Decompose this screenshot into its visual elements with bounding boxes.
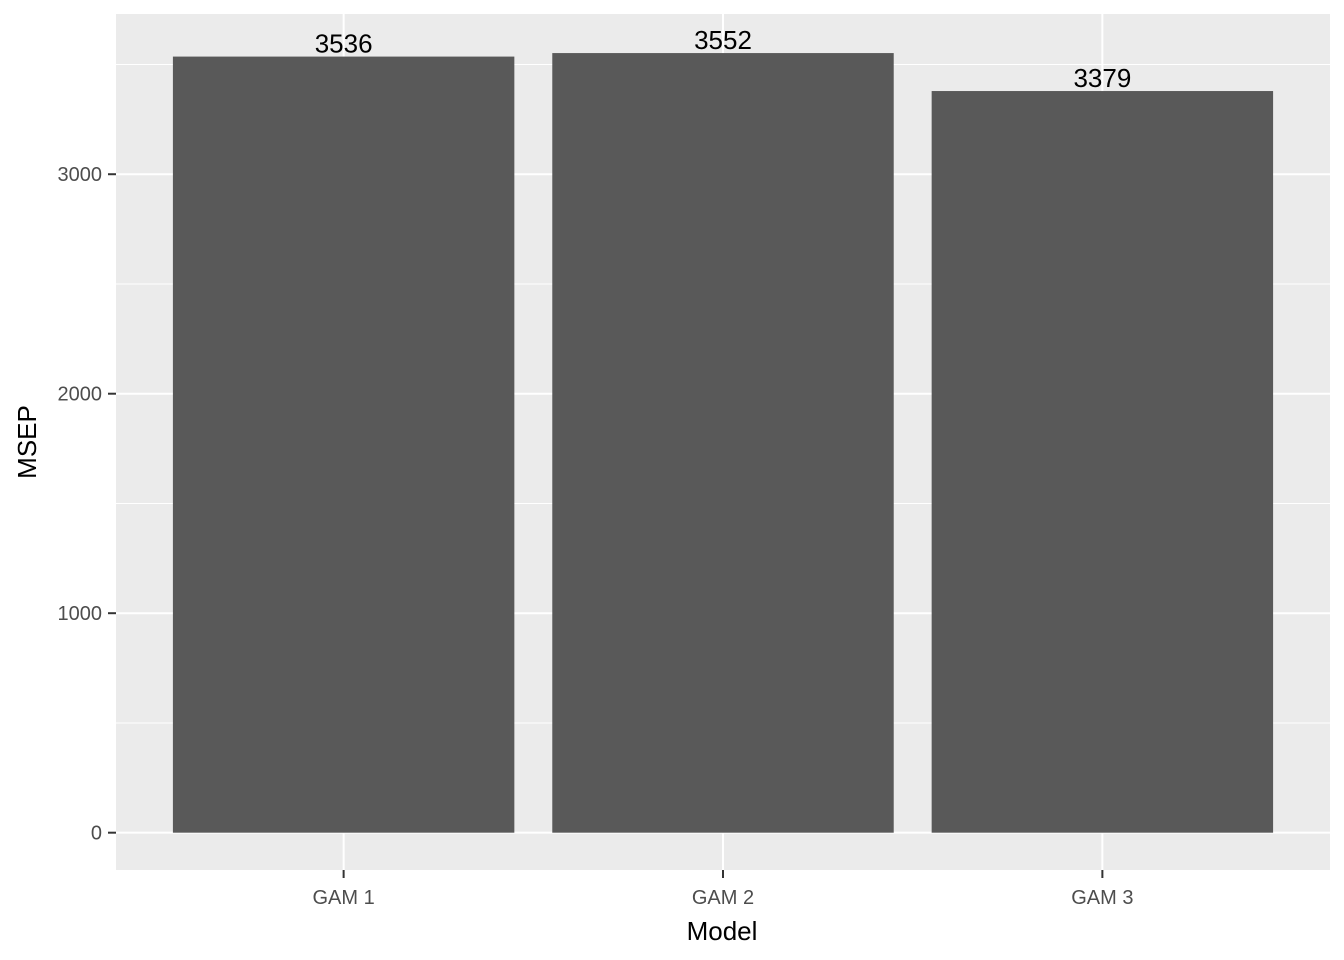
x-tick-label: GAM 2 <box>692 887 754 909</box>
x-axis: GAM 1 GAM 2 GAM 3 <box>313 870 1134 909</box>
x-tick-label: GAM 3 <box>1071 887 1133 909</box>
data-label: 3379 <box>1073 63 1131 93</box>
y-tick-label: 1000 <box>58 603 103 625</box>
x-tick-label: GAM 1 <box>313 887 375 909</box>
bar <box>172 56 515 833</box>
x-axis-title: Model <box>687 916 758 946</box>
y-tick-label: 3000 <box>58 164 103 186</box>
data-label: 3536 <box>315 29 373 59</box>
data-label: 3552 <box>694 25 752 55</box>
y-axis: 0 1000 2000 3000 <box>58 164 116 845</box>
data-labels: 3536 3552 3379 <box>315 25 1132 93</box>
y-axis-title: MSEP <box>12 405 42 479</box>
bar <box>552 53 894 833</box>
bar <box>931 91 1274 833</box>
y-tick-label: 2000 <box>58 384 103 406</box>
y-tick-label: 0 <box>91 823 102 845</box>
bars <box>172 53 1274 833</box>
